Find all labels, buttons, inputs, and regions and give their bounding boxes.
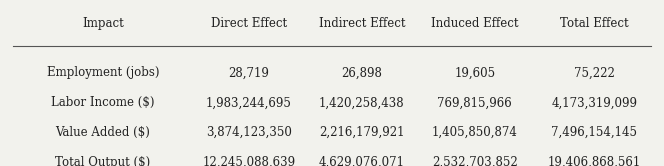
Text: 1,405,850,874: 1,405,850,874 [432, 126, 518, 139]
Text: Indirect Effect: Indirect Effect [319, 17, 405, 30]
Text: Total Effect: Total Effect [560, 17, 629, 30]
Text: 12,245,088,639: 12,245,088,639 [203, 156, 295, 166]
Text: 2,532,703,852: 2,532,703,852 [432, 156, 518, 166]
Text: 19,406,868,561: 19,406,868,561 [548, 156, 641, 166]
Text: 4,629,076,071: 4,629,076,071 [319, 156, 405, 166]
Text: Labor Income ($): Labor Income ($) [51, 96, 155, 109]
Text: Direct Effect: Direct Effect [211, 17, 287, 30]
Text: 75,222: 75,222 [574, 66, 615, 79]
Text: Impact: Impact [82, 17, 124, 30]
Text: 1,983,244,695: 1,983,244,695 [206, 96, 292, 109]
Text: 1,420,258,438: 1,420,258,438 [319, 96, 404, 109]
Text: Total Output ($): Total Output ($) [55, 156, 151, 166]
Text: Value Added ($): Value Added ($) [56, 126, 150, 139]
Text: 19,605: 19,605 [454, 66, 495, 79]
Text: 4,173,319,099: 4,173,319,099 [551, 96, 637, 109]
Text: 26,898: 26,898 [341, 66, 382, 79]
Text: 2,216,179,921: 2,216,179,921 [319, 126, 404, 139]
Text: 3,874,123,350: 3,874,123,350 [206, 126, 292, 139]
Text: 7,496,154,145: 7,496,154,145 [551, 126, 637, 139]
Text: Induced Effect: Induced Effect [431, 17, 519, 30]
Text: 769,815,966: 769,815,966 [438, 96, 512, 109]
Text: 28,719: 28,719 [228, 66, 270, 79]
Text: Employment (jobs): Employment (jobs) [46, 66, 159, 79]
